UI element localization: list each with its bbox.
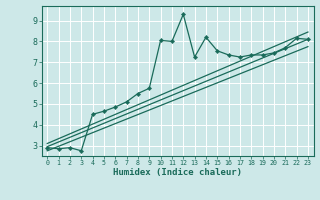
X-axis label: Humidex (Indice chaleur): Humidex (Indice chaleur) [113,168,242,177]
